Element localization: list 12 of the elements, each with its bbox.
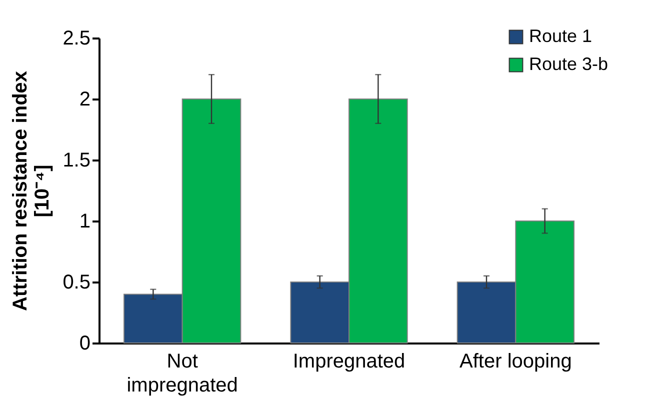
y-tick-label: 0 [79, 332, 90, 354]
y-tick-label: 2.5 [62, 28, 90, 50]
x-tick-label: Impregnated [292, 350, 406, 372]
y-tick-label: 2 [79, 88, 90, 110]
y-axis-title: Attrition resistance index [10⁻⁴] [10, 70, 54, 312]
x-tick-label: After looping [460, 350, 572, 372]
y-tick-label: 1 [79, 210, 90, 232]
y-tick-label: 1.5 [62, 150, 90, 172]
y-tick-label: 0.5 [62, 272, 90, 294]
legend-label: Route 3-b [529, 54, 608, 74]
legend-label: Route 1 [529, 26, 592, 46]
x-tick-label: Not impregnated [126, 350, 238, 396]
